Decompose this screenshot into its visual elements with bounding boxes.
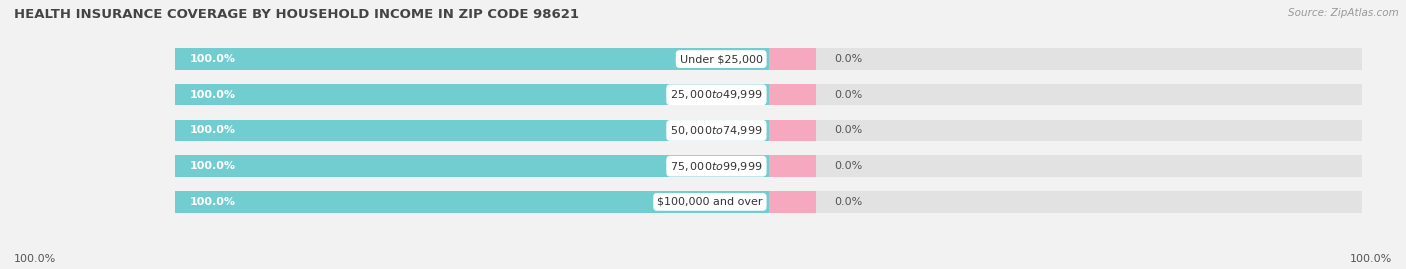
- Text: 100.0%: 100.0%: [190, 125, 236, 136]
- Text: Source: ZipAtlas.com: Source: ZipAtlas.com: [1288, 8, 1399, 18]
- Text: 100.0%: 100.0%: [1350, 254, 1392, 264]
- Text: 100.0%: 100.0%: [190, 197, 236, 207]
- Text: 100.0%: 100.0%: [14, 254, 56, 264]
- Text: $50,000 to $74,999: $50,000 to $74,999: [671, 124, 762, 137]
- Text: 0.0%: 0.0%: [834, 161, 862, 171]
- Bar: [174, 155, 769, 177]
- Bar: [174, 48, 769, 70]
- Text: 100.0%: 100.0%: [190, 90, 236, 100]
- Bar: [174, 48, 1362, 70]
- Bar: [769, 191, 815, 213]
- Text: $25,000 to $49,999: $25,000 to $49,999: [671, 88, 762, 101]
- Text: $75,000 to $99,999: $75,000 to $99,999: [671, 160, 762, 173]
- Bar: [769, 48, 815, 70]
- Text: 0.0%: 0.0%: [834, 54, 862, 64]
- Text: Under $25,000: Under $25,000: [679, 54, 762, 64]
- Text: HEALTH INSURANCE COVERAGE BY HOUSEHOLD INCOME IN ZIP CODE 98621: HEALTH INSURANCE COVERAGE BY HOUSEHOLD I…: [14, 8, 579, 21]
- Bar: [769, 155, 815, 177]
- Text: $100,000 and over: $100,000 and over: [657, 197, 762, 207]
- Bar: [769, 84, 815, 105]
- Bar: [174, 120, 1362, 141]
- Bar: [174, 191, 769, 213]
- Bar: [174, 191, 1362, 213]
- Bar: [174, 155, 1362, 177]
- Text: 100.0%: 100.0%: [190, 161, 236, 171]
- Bar: [769, 120, 815, 141]
- Bar: [174, 84, 769, 105]
- Text: 0.0%: 0.0%: [834, 125, 862, 136]
- Text: 0.0%: 0.0%: [834, 90, 862, 100]
- Bar: [174, 84, 1362, 105]
- Text: 100.0%: 100.0%: [190, 54, 236, 64]
- Bar: [174, 120, 769, 141]
- Text: 0.0%: 0.0%: [834, 197, 862, 207]
